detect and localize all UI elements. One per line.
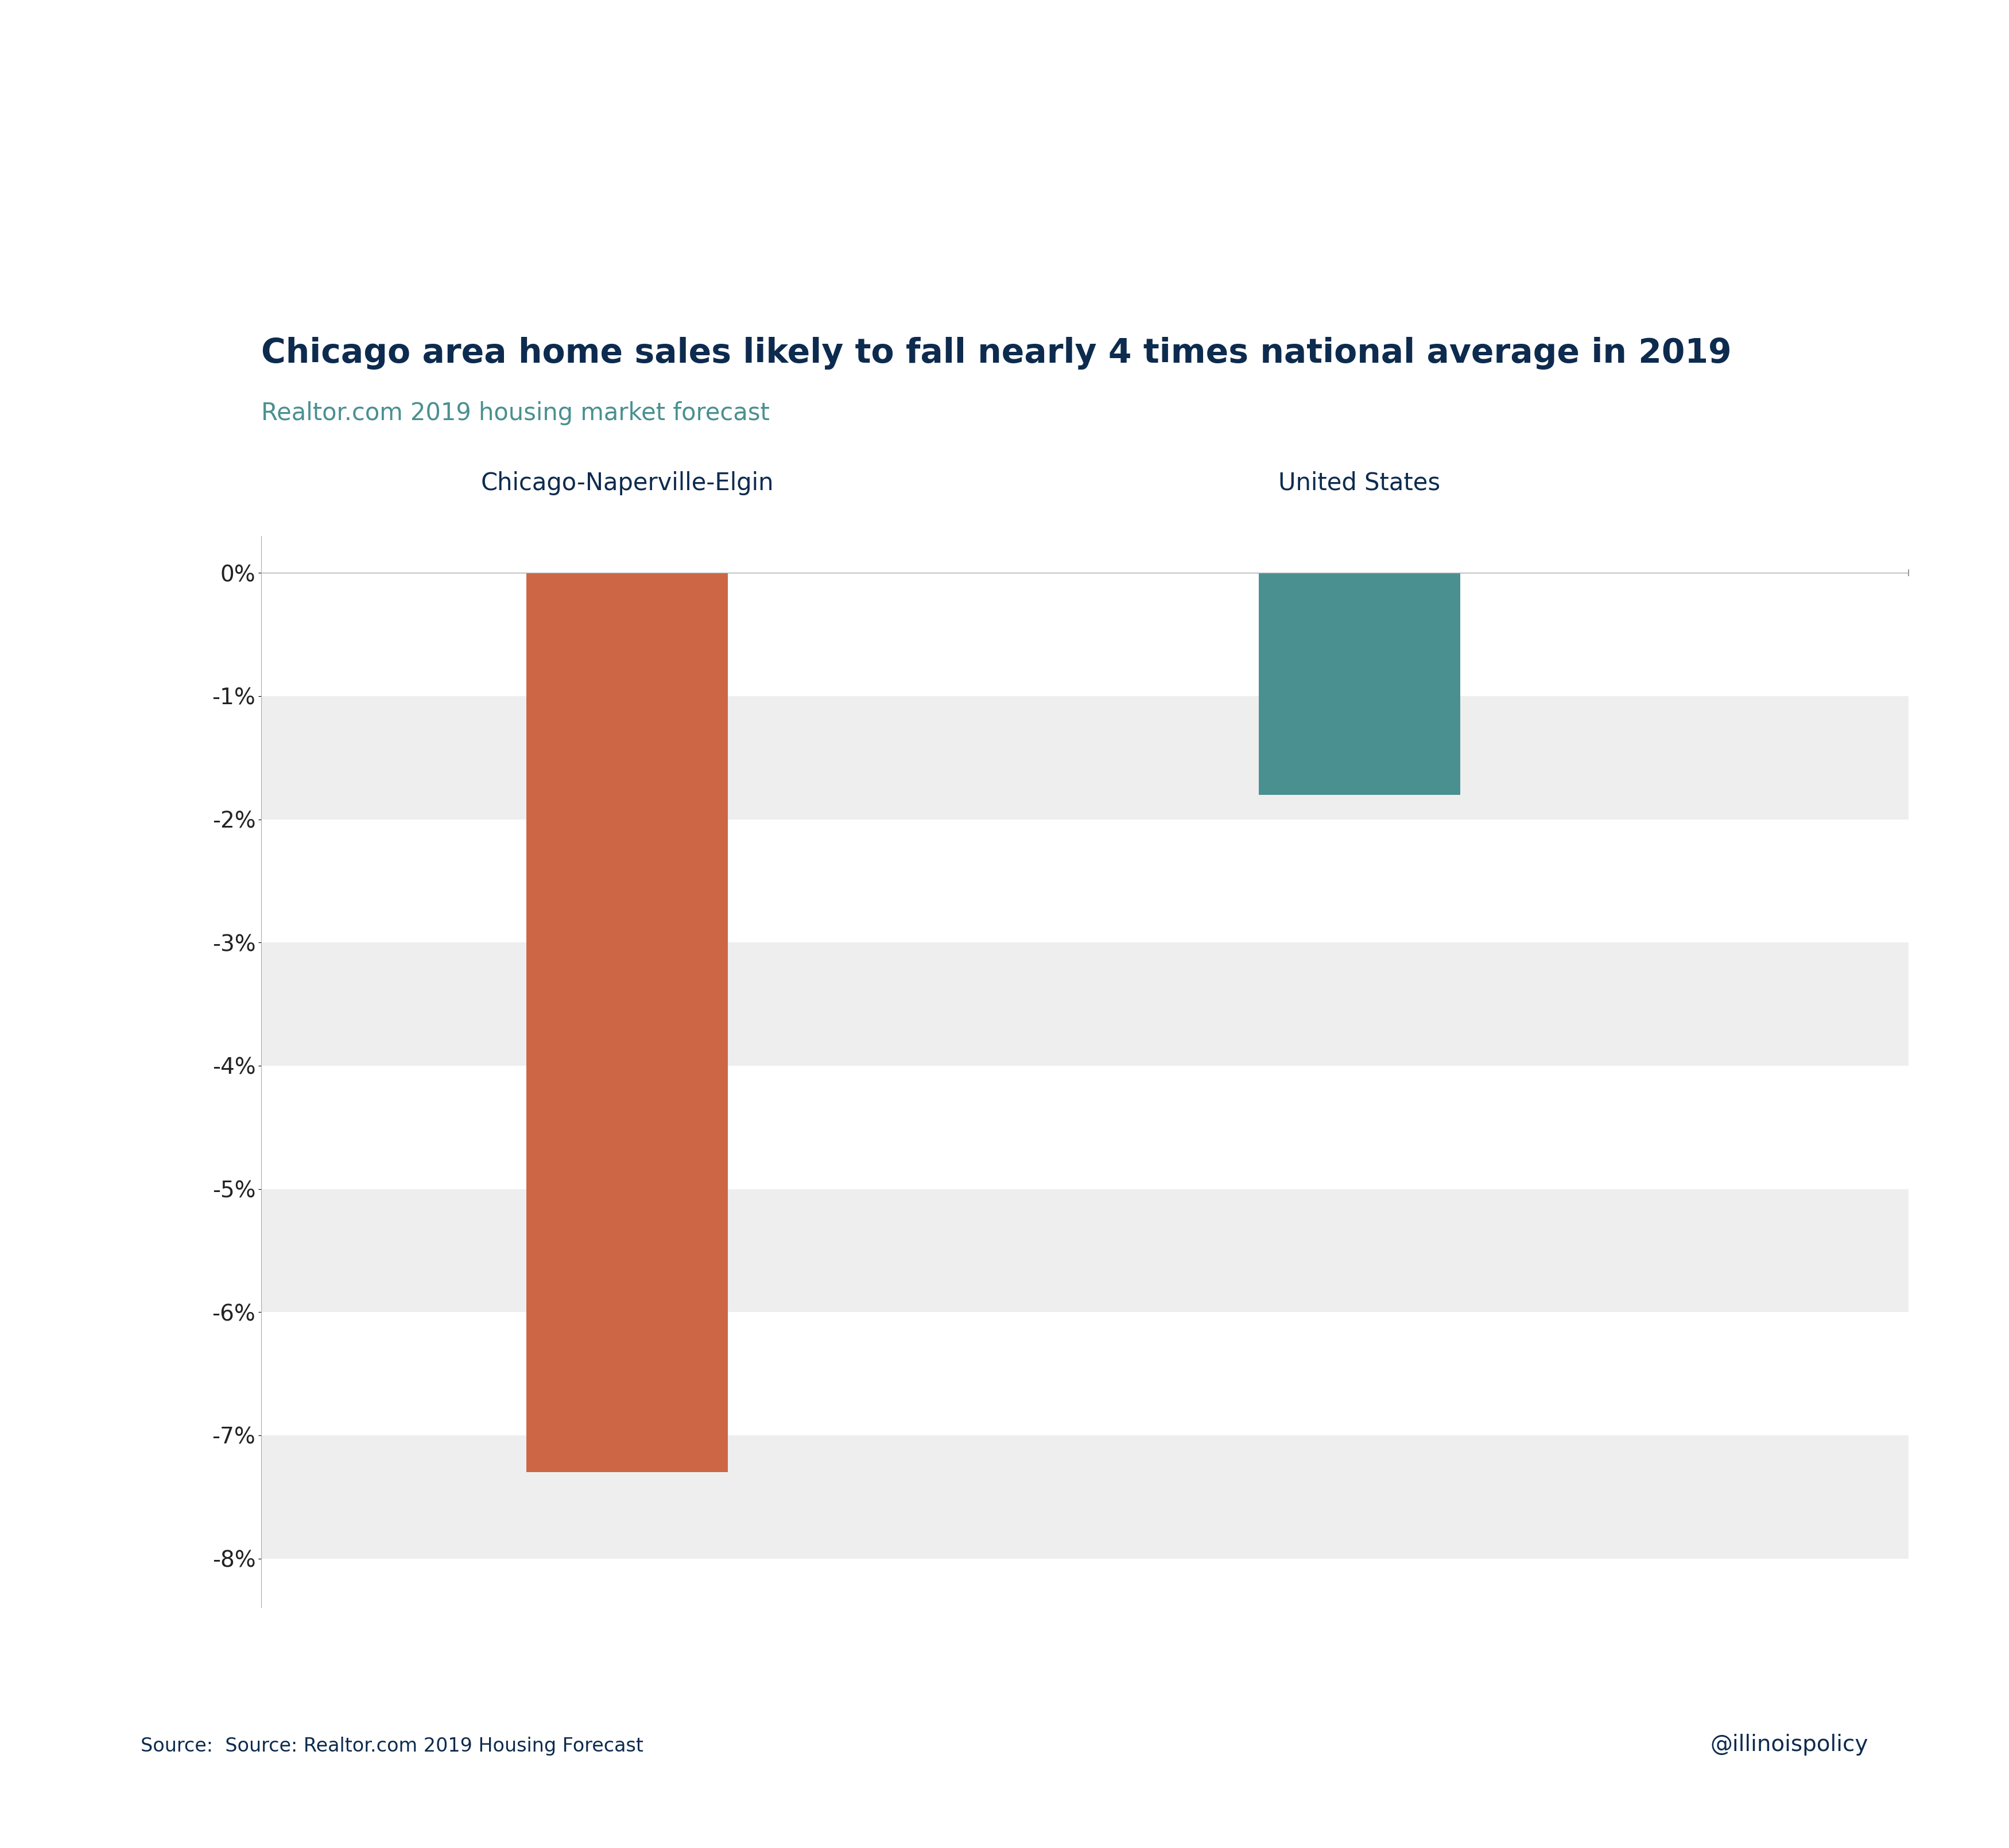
Bar bbox=[1260, 573, 1461, 795]
Text: Realtor.com 2019 housing market forecast: Realtor.com 2019 housing market forecast bbox=[261, 401, 769, 425]
Bar bbox=[261, 942, 1909, 1066]
Bar bbox=[261, 1188, 1909, 1312]
Text: Chicago area home sales likely to fall nearly 4 times national average in 2019: Chicago area home sales likely to fall n… bbox=[261, 336, 1732, 370]
Bar bbox=[261, 1436, 1909, 1558]
Text: United States: United States bbox=[1278, 471, 1440, 495]
Text: Source:  Source: Realtor.com 2019 Housing Forecast: Source: Source: Realtor.com 2019 Housing… bbox=[141, 1737, 643, 1756]
Text: @illinoispolicy: @illinoispolicy bbox=[1710, 1733, 1868, 1756]
Text: Chicago-Naperville-Elgin: Chicago-Naperville-Elgin bbox=[480, 471, 773, 495]
Bar bbox=[526, 573, 727, 1473]
Bar bbox=[261, 697, 1909, 819]
